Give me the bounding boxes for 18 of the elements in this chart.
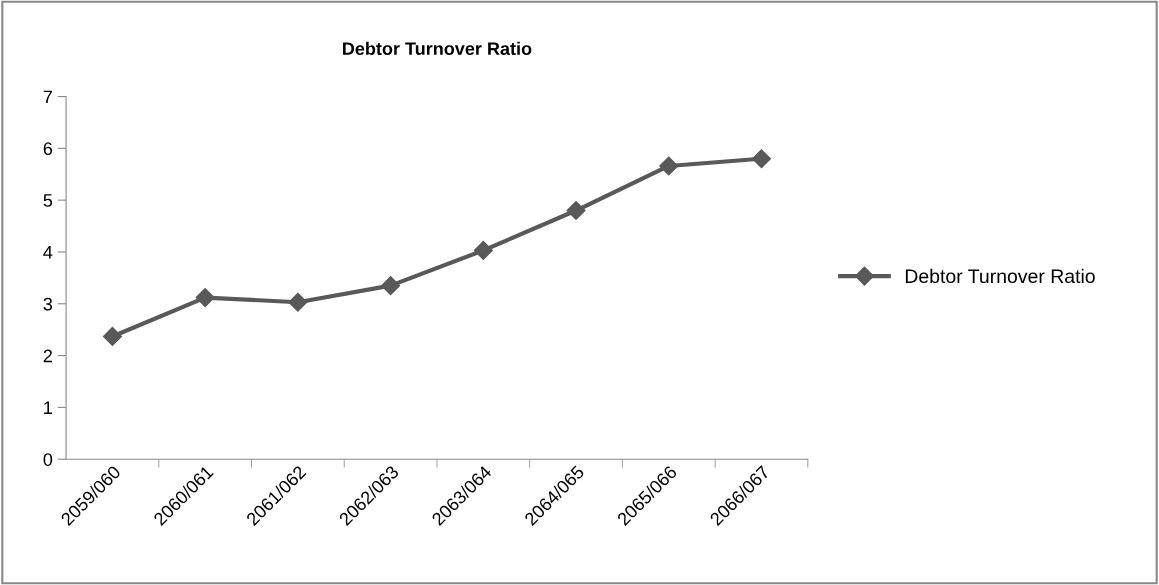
- y-tick-label: 6: [43, 142, 53, 156]
- legend-label: Debtor Turnover Ratio: [905, 268, 1095, 284]
- point: [473, 240, 493, 260]
- y-tick-label: 2: [43, 349, 52, 363]
- y-tick-label: 0: [43, 453, 53, 466]
- point: [102, 326, 122, 346]
- point: [566, 200, 586, 221]
- chart-title: Debtor Turnover Ratio: [343, 41, 532, 56]
- y-tick-label: 1: [44, 401, 52, 414]
- point: [381, 276, 401, 296]
- point: [659, 156, 679, 176]
- y-tick-label: 4: [43, 246, 53, 259]
- y-tick-label: 5: [43, 194, 53, 207]
- y-tick-label: 7: [43, 90, 52, 104]
- point: [751, 149, 771, 169]
- y-tick-label: 3: [43, 297, 53, 311]
- point: [288, 292, 308, 312]
- point: [195, 288, 215, 308]
